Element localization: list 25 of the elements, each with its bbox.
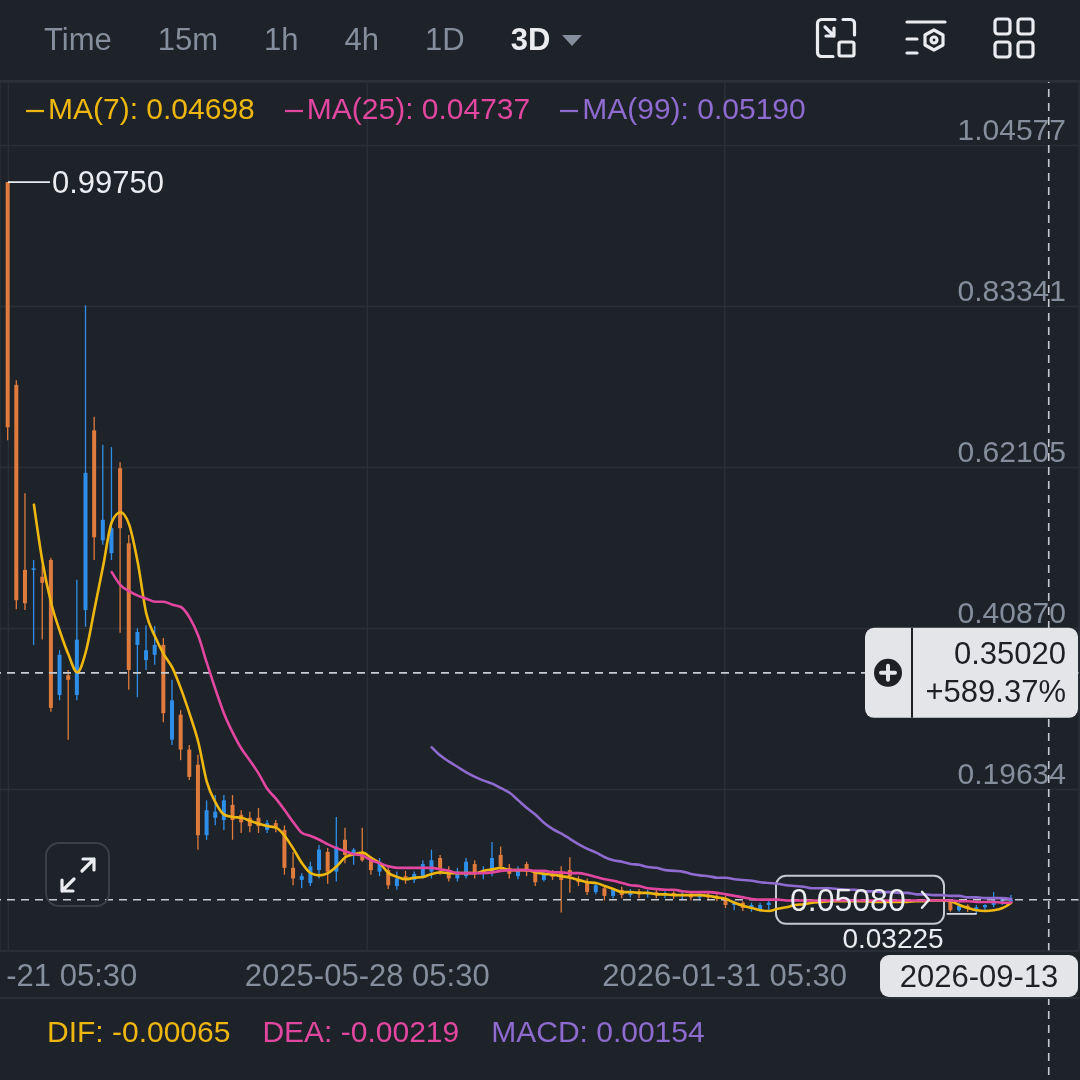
annotation: +589.37% [925,674,1066,710]
text: 1D [425,22,465,58]
ref-line-label: 2026-09-13 [899,958,1059,994]
text: 3D [510,22,551,58]
text: MACD: 0.00154 [491,1014,705,1050]
text: 4h [344,22,380,58]
text: 1h [264,22,299,58]
x-tick-label: 2025-05-28 05:30 [244,957,490,993]
text: Time [44,22,112,58]
y-tick-label: 0.40870 [957,595,1066,629]
legend-label: MA(99): 0.05190 [582,92,806,125]
y-tick-label: 1.04577 [957,112,1066,146]
y-tick-label: 0.62105 [957,434,1066,468]
ref-line-label: 0.35020 [953,636,1066,672]
x-tick-label: 2026-01-31 05:30 [602,957,848,993]
text: 15m [157,22,219,58]
x-tick-label: -21 05:30 [6,957,138,993]
annotation: 0.03225 [842,923,944,955]
text: DIF: -0.00065 [47,1014,231,1050]
annotation: 0.99750 [51,164,165,200]
y-tick-label: 0.19634 [957,756,1066,790]
legend-label: MA(25): 0.04737 [306,92,531,125]
text: DEA: -0.00219 [262,1014,460,1050]
legend-label: MA(7): 0.04698 [48,92,255,125]
y-tick-label: 0.83341 [957,273,1066,307]
